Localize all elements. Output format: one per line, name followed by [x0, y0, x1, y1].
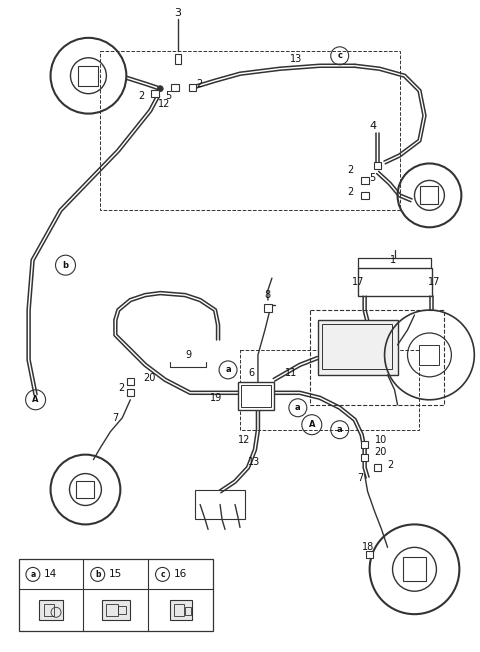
Bar — [360, 192, 369, 199]
Text: 14: 14 — [44, 569, 57, 580]
Text: 1: 1 — [389, 255, 396, 265]
Bar — [189, 84, 196, 91]
Text: 2: 2 — [119, 383, 125, 393]
Bar — [420, 345, 439, 365]
Text: 11: 11 — [285, 368, 297, 378]
Text: 4: 4 — [370, 121, 377, 130]
Bar — [106, 604, 118, 616]
Text: 7: 7 — [112, 413, 119, 422]
Text: 15: 15 — [108, 569, 122, 580]
Text: 12: 12 — [238, 435, 251, 445]
Text: 16: 16 — [173, 569, 187, 580]
Bar — [366, 551, 373, 558]
Text: 2: 2 — [196, 79, 203, 89]
Bar — [127, 389, 134, 396]
Text: 3: 3 — [175, 8, 181, 18]
Text: a: a — [225, 365, 231, 374]
Text: a: a — [30, 570, 36, 579]
Circle shape — [157, 85, 163, 92]
Bar — [102, 600, 130, 620]
Text: 5: 5 — [370, 173, 376, 183]
Text: a: a — [337, 425, 343, 434]
Bar — [174, 604, 184, 616]
Text: 2: 2 — [387, 460, 394, 469]
Text: 20: 20 — [374, 447, 387, 456]
Text: c: c — [337, 52, 342, 60]
Text: 20: 20 — [144, 373, 156, 383]
Text: 17: 17 — [428, 277, 440, 287]
Text: 2: 2 — [348, 187, 354, 198]
Bar — [195, 490, 245, 520]
Text: 13: 13 — [248, 456, 260, 467]
Bar — [318, 320, 397, 375]
Text: A: A — [32, 395, 39, 404]
Text: 6: 6 — [248, 368, 254, 378]
Text: 17: 17 — [352, 277, 364, 287]
Bar — [100, 51, 399, 211]
Bar — [420, 186, 438, 204]
Bar — [360, 177, 369, 184]
Bar — [118, 606, 126, 614]
Bar — [39, 600, 63, 620]
Text: 9: 9 — [185, 350, 191, 360]
Bar — [240, 350, 420, 430]
Bar — [358, 268, 432, 296]
Text: 13: 13 — [290, 53, 302, 64]
Bar — [76, 481, 95, 499]
Text: a: a — [295, 404, 300, 412]
Bar — [78, 66, 98, 85]
Text: 5: 5 — [165, 91, 171, 100]
Text: 10: 10 — [374, 435, 387, 445]
Bar — [403, 557, 426, 582]
Text: 7: 7 — [358, 473, 364, 482]
Text: 2: 2 — [138, 91, 144, 100]
Bar — [310, 310, 444, 405]
Bar — [170, 600, 192, 620]
Text: 19: 19 — [210, 393, 222, 403]
Bar — [374, 464, 381, 471]
Bar — [185, 607, 191, 615]
Text: 12: 12 — [158, 98, 170, 109]
Bar — [374, 162, 381, 169]
Bar — [127, 378, 134, 385]
Text: 18: 18 — [361, 542, 374, 552]
Bar — [241, 385, 271, 407]
Text: b: b — [62, 261, 69, 270]
Text: b: b — [95, 570, 100, 579]
Bar — [44, 604, 54, 616]
Bar — [238, 382, 274, 409]
Bar — [175, 53, 181, 64]
Bar — [264, 304, 272, 312]
Bar — [361, 454, 368, 461]
Bar — [151, 90, 159, 97]
Bar — [19, 559, 213, 631]
Text: 8: 8 — [265, 290, 271, 300]
Bar — [322, 324, 392, 369]
Text: c: c — [160, 570, 165, 579]
Bar — [361, 441, 368, 448]
Bar — [171, 84, 179, 91]
Text: 2: 2 — [348, 166, 354, 175]
Text: A: A — [309, 420, 315, 429]
